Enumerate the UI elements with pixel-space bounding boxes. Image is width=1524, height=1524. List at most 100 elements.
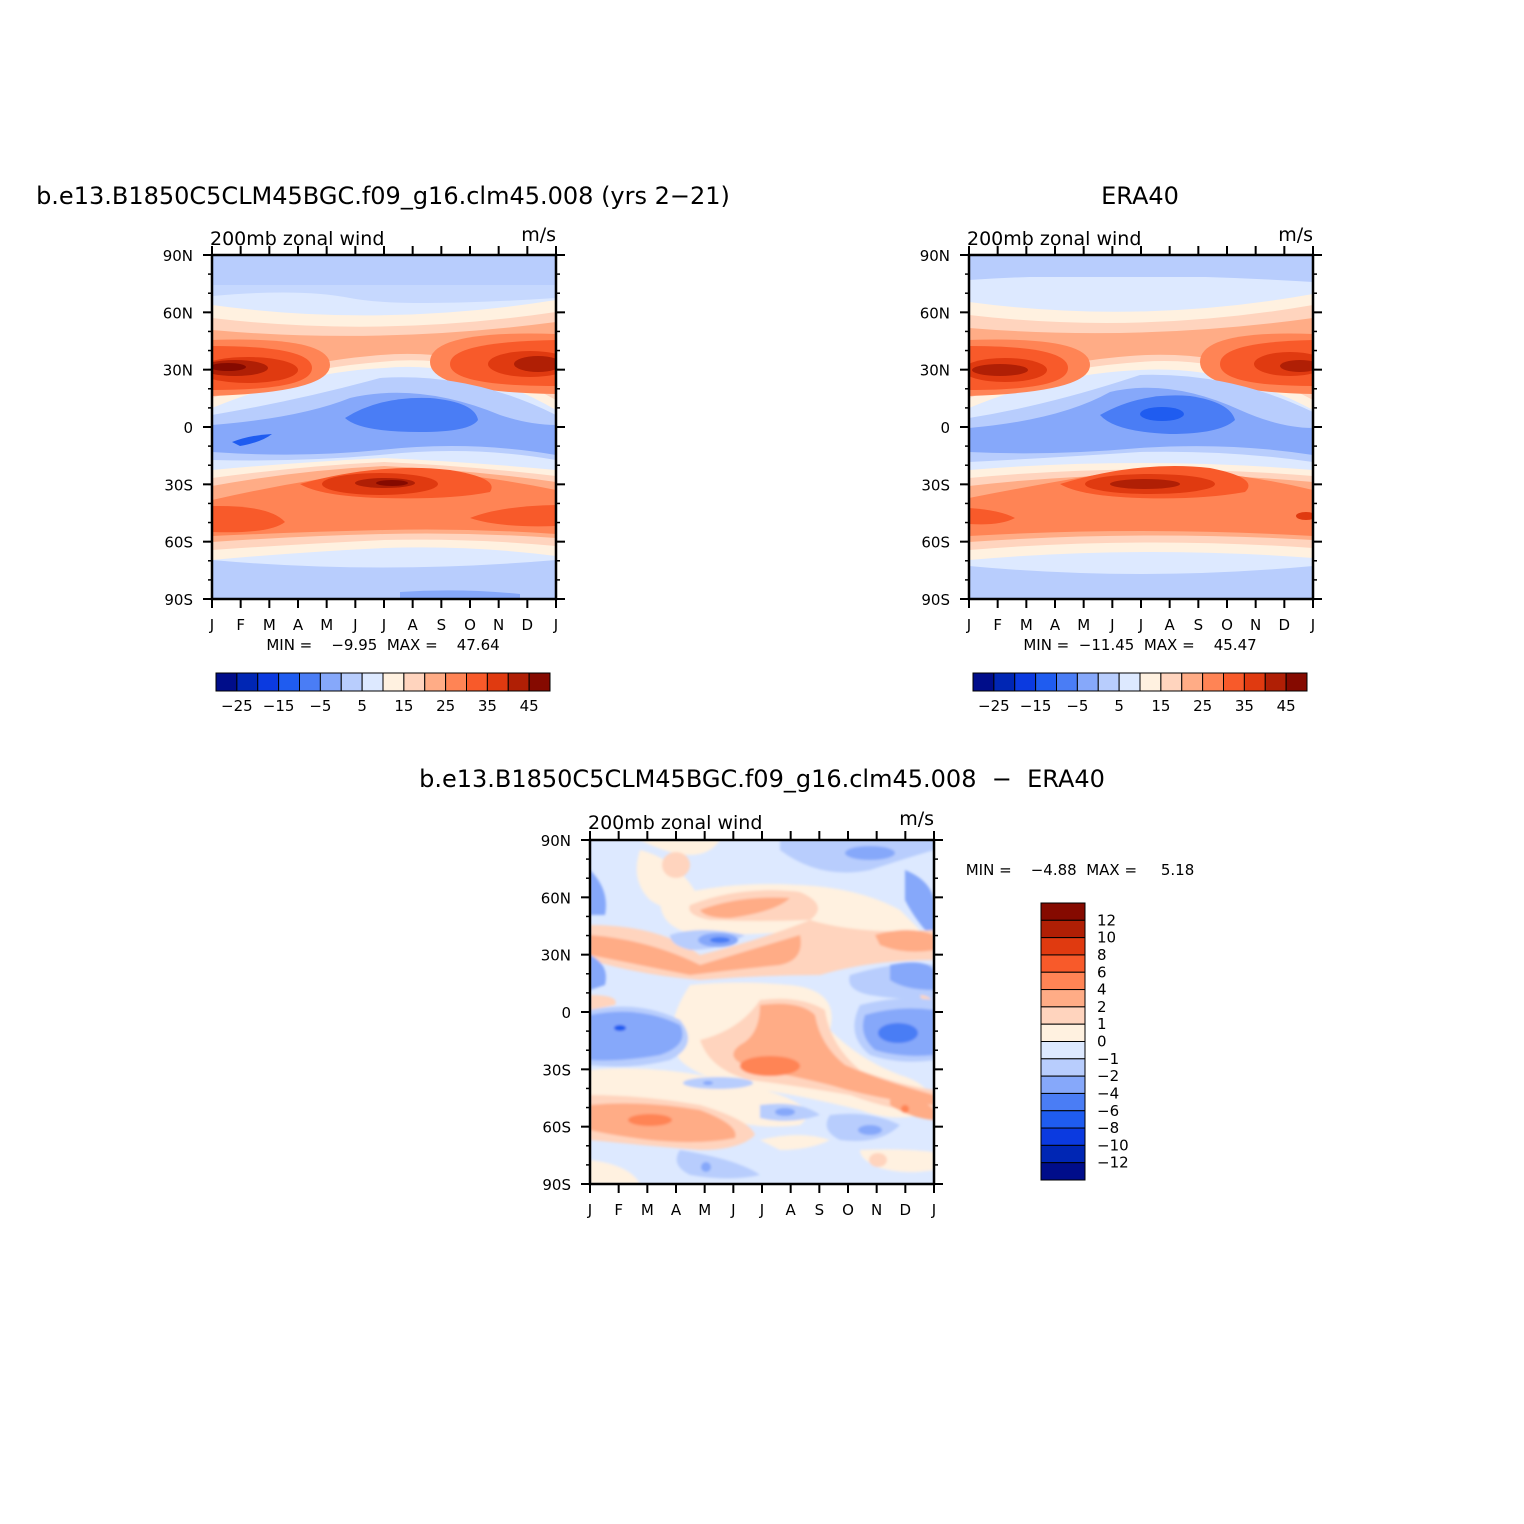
colorbar-swatch [257,672,280,692]
x-tick-label: J [1310,616,1315,634]
colorbar-swatch [1014,672,1037,692]
contour-band [676,1150,760,1179]
panel-title: b.e13.B1850C5CLM45BGC.f09_g16.clm45.008 … [419,765,1105,793]
contour-band [703,1081,713,1085]
y-tick-label: 60N [163,304,193,322]
contour-band [590,1160,640,1184]
x-tick-label: S [1194,616,1204,634]
colorbar-swatch [1285,672,1308,692]
x-tick-label: J [381,616,386,634]
panel-title: ERA40 [1101,182,1179,210]
contour-band [1296,512,1313,520]
x-tick-label: O [842,1201,854,1219]
colorbar: −25 −15 −5 5 15 25 35 45 [215,672,551,715]
y-tick-label: 60S [921,534,950,552]
contour-band [733,1003,934,1105]
colorbar-swatch [972,672,995,692]
contour-band [662,852,690,878]
x-tick-label: J [553,616,558,634]
colorbar-label: −25 [221,697,253,715]
panel-subtitle-left: 200mb zonal wind [210,228,384,250]
panel-subtitle-left: 200mb zonal wind [967,228,1141,250]
y-tick-label: 90N [920,247,950,265]
x-tick-label: O [464,616,476,634]
contour-band [969,255,1313,282]
colorbar-swatch [1040,1162,1086,1181]
colorbar-swatch [1035,672,1057,692]
contour-field [969,255,1313,599]
colorbar-swatch [1040,971,1086,991]
colorbar-label: 10 [1097,929,1116,947]
colorbar-swatch [278,672,300,692]
colorbar-swatch [1040,1006,1086,1025]
panel-units: m/s [899,808,934,830]
contour-band [1280,360,1313,372]
colorbar-swatch [1040,1058,1086,1077]
colorbar-swatch [1223,672,1245,692]
colorbar-swatch [1139,672,1162,692]
colorbar-label: −12 [1097,1154,1129,1172]
stats-label: MIN = −9.95 MAX = 47.64 [266,636,499,654]
colorbar-swatch [424,672,447,692]
colorbar-swatch [1040,1092,1086,1112]
colorbar-label: 5 [1114,697,1124,715]
x-tick-label: A [1050,616,1061,634]
x-tick-label: A [1165,616,1176,634]
colorbar-swatch [445,672,467,692]
contour-band [470,505,556,527]
contour-band [869,1153,887,1167]
colorbar-swatch [1264,672,1287,692]
x-tick-label: J [352,616,357,634]
x-tick-label: D [1279,616,1291,634]
colorbar-label: −15 [1020,697,1052,715]
stats-label: MIN = −4.88 MAX = 5.18 [966,861,1195,879]
colorbar-label: 0 [1097,1033,1107,1051]
contour-band [590,1011,683,1061]
colorbar-swatch [1118,672,1141,692]
y-tick-label: 30S [921,476,950,494]
x-tick-label: D [522,616,534,634]
y-tick-label: 30N [163,362,193,380]
x-tick-label: N [493,616,504,634]
x-tick-label: J [966,616,971,634]
colorbar-swatch [1040,937,1086,956]
y-tick-label: 60S [542,1119,571,1137]
y-tick-label: 30N [541,947,571,965]
y-tick-label: 60N [920,304,950,322]
colorbar-label: 45 [1277,697,1296,715]
contour-band [701,1162,711,1172]
x-tick-label: J [730,1201,735,1219]
x-tick-label: M [698,1201,711,1219]
stats-label: MIN = −11.45 MAX = 45.47 [1023,636,1256,654]
colorbar-label: −6 [1097,1102,1119,1120]
contour-band [590,1068,807,1127]
x-tick-label: D [900,1201,912,1219]
colorbar-swatch [403,672,426,692]
x-tick-label: O [1221,616,1233,634]
colorbar-swatch [1243,672,1266,692]
panel-difference: b.e13.B1850C5CLM45BGC.f09_g16.clm45.008 … [419,765,1194,1219]
panel-units: m/s [521,224,556,246]
contour-band [590,955,606,990]
contour-band [514,356,556,372]
colorbar-label: 45 [520,697,539,715]
y-tick-label: 0 [561,1004,571,1022]
colorbar-swatch [215,672,238,692]
panel-title: b.e13.B1850C5CLM45BGC.f09_g16.clm45.008 … [36,182,730,210]
x-tick-label: M [1077,616,1090,634]
colorbar-swatch [507,672,530,692]
contour-band [775,1108,795,1116]
colorbar-label: −15 [263,697,295,715]
x-tick-label: N [1250,616,1261,634]
colorbar-label: −5 [1066,697,1088,715]
contour-band [969,566,1313,599]
contour-band [969,318,1313,392]
colorbar-swatch [319,672,342,692]
colorbar-swatch [1056,672,1078,692]
x-tick-label: M [641,1201,654,1219]
colorbar-label: 25 [436,697,455,715]
